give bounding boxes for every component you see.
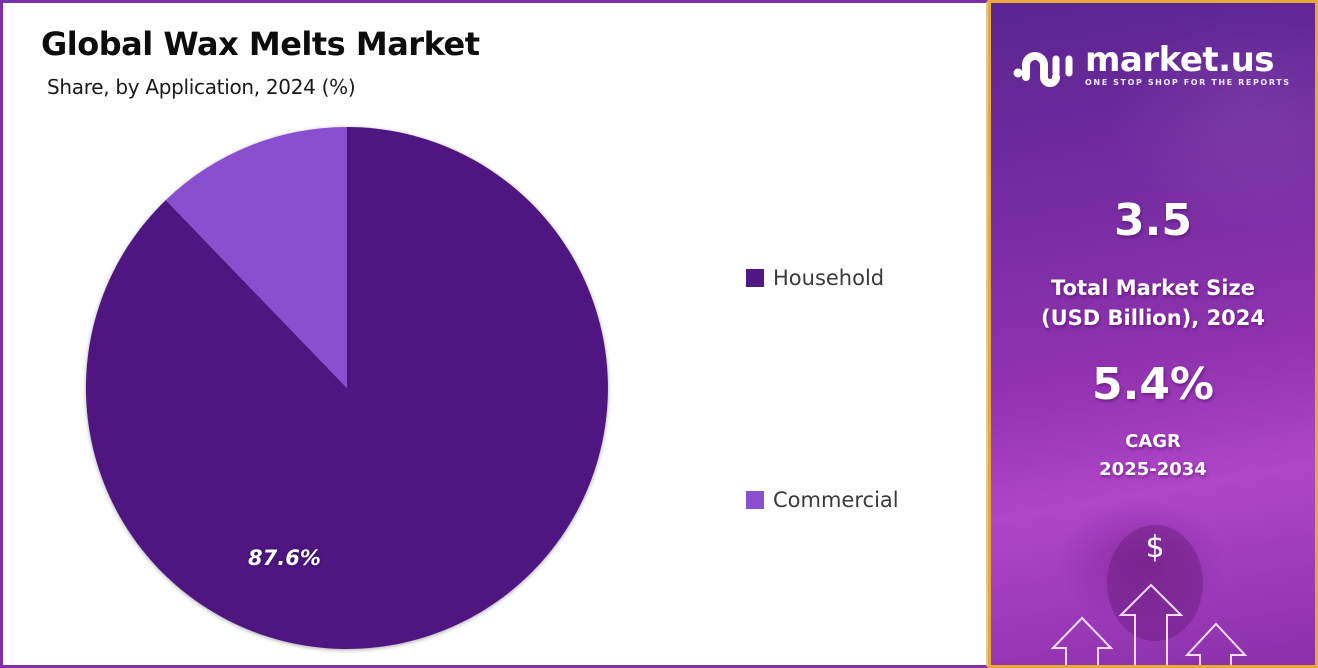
legend-label-commercial: Commercial (773, 488, 899, 512)
pie-slice-commercial[interactable] (165, 126, 347, 388)
cagr-label-line1: CAGR (1125, 431, 1181, 452)
pie-chart: 87.6% (85, 126, 608, 649)
chart-subtitle: Share, by Application, 2024 (%) (47, 75, 356, 99)
brand-name: market.us (1085, 40, 1275, 80)
arrow-up-icon-right (1184, 622, 1248, 665)
market-us-logo-icon (1013, 52, 1073, 87)
dollar-sign-icon: $ (1145, 530, 1164, 565)
market-size-label: Total Market Size (USD Billion), 2024 (991, 273, 1315, 333)
chart-title: Global Wax Melts Market (41, 25, 480, 63)
legend-label-household: Household (773, 266, 885, 290)
pie-slice-household[interactable] (85, 127, 608, 649)
brand-logo[interactable]: market.us ONE STOP SHOP FOR THE REPORTS (1013, 43, 1291, 87)
market-size-value: 3.5 (1114, 195, 1192, 246)
legend-swatch-commercial-icon (746, 491, 764, 509)
arrow-up-icon-center (1118, 583, 1184, 665)
market-summary-panel: market.us ONE STOP SHOP FOR THE REPORTS … (988, 0, 1318, 668)
legend-swatch-household-icon (746, 269, 764, 287)
cagr-label: CAGR 2025-2034 (991, 428, 1315, 484)
pie-label-household: 87.6% (248, 546, 321, 570)
market-size-label-line1: Total Market Size (1051, 276, 1255, 300)
arrow-up-icon-left (1050, 616, 1114, 665)
brand-tagline: ONE STOP SHOP FOR THE REPORTS (1085, 78, 1291, 87)
cagr-label-line2: 2025-2034 (1099, 459, 1207, 480)
legend-item-household[interactable]: Household (746, 266, 884, 290)
market-size-label-line2: (USD Billion), 2024 (1040, 306, 1266, 330)
legend-item-commercial[interactable]: Commercial (746, 488, 899, 512)
growth-arrows-graphic: $ (1050, 525, 1248, 665)
cagr-value: 5.4% (1091, 359, 1215, 410)
